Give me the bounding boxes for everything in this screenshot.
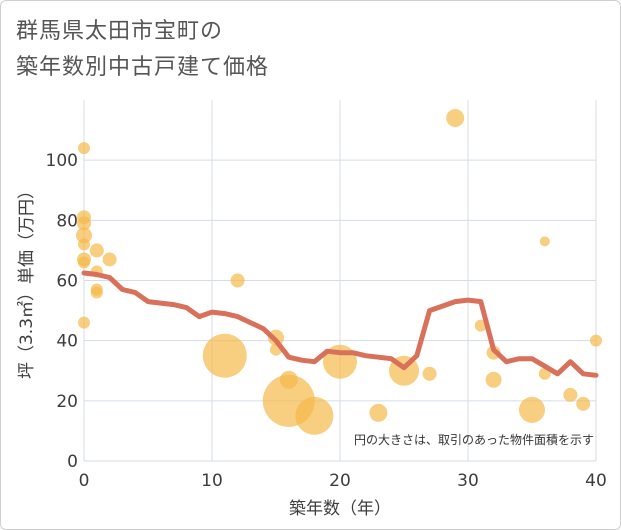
bubble-point-4 [78,238,90,251]
bubble-point-29 [539,236,550,247]
chart-title-line-1: 群馬県太田市宝町の [16,19,224,44]
y-axis-label: 坪（3.3㎡）単価（万円） [17,182,37,379]
bubble-layer [76,109,602,435]
bubble-point-2 [77,216,91,231]
bubble-point-27 [485,371,502,388]
tick-labels: 0 10 20 30 40 0 20 40 60 80 100 [46,151,607,491]
y-tick-label-3: 60 [56,272,78,292]
x-tick-label-2: 20 [329,471,351,491]
x-tick-label-3: 30 [457,471,479,491]
x-tick-label-4: 40 [585,471,607,491]
chart-title: 群馬県太田市宝町の 築年数別中古戸建て価格 [16,14,269,86]
bubble-point-8 [89,243,104,258]
bubble-point-7 [78,316,90,329]
size-legend-note: 円の大きさは、取引のあった物件面積を示す [354,432,594,447]
x-axis-label: 築年数（年） [289,499,391,519]
bubble-point-14 [230,273,245,288]
bubble-point-32 [576,396,591,411]
bubble-point-11 [90,286,103,299]
bubble-point-21 [369,403,388,422]
x-tick-label-1: 10 [201,471,223,491]
bubble-point-0 [78,142,90,155]
bubble-point-6 [78,256,90,269]
bubble-point-33 [590,334,602,347]
bubble-point-12 [102,252,117,267]
average-trend-line [81,270,599,378]
bubble-point-25 [474,319,487,332]
y-tick-label-5: 100 [46,151,78,171]
y-tick-label-0: 0 [67,452,78,472]
y-tick-label-1: 20 [56,392,78,412]
trend-line-layer [81,270,599,378]
bubble-point-19 [295,396,334,435]
bubble-point-31 [563,387,578,402]
y-tick-label-4: 80 [56,211,78,231]
grid-lines [83,100,597,462]
chart-title-line-2: 築年数別中古戸建て価格 [16,55,270,80]
bubble-point-28 [519,396,545,423]
bubble-point-13 [202,333,247,378]
bubble-point-24 [446,109,465,128]
y-tick-label-2: 40 [56,332,78,352]
bubble-point-3 [76,227,92,244]
bubble-point-23 [422,366,437,381]
x-tick-label-0: 0 [79,471,90,491]
